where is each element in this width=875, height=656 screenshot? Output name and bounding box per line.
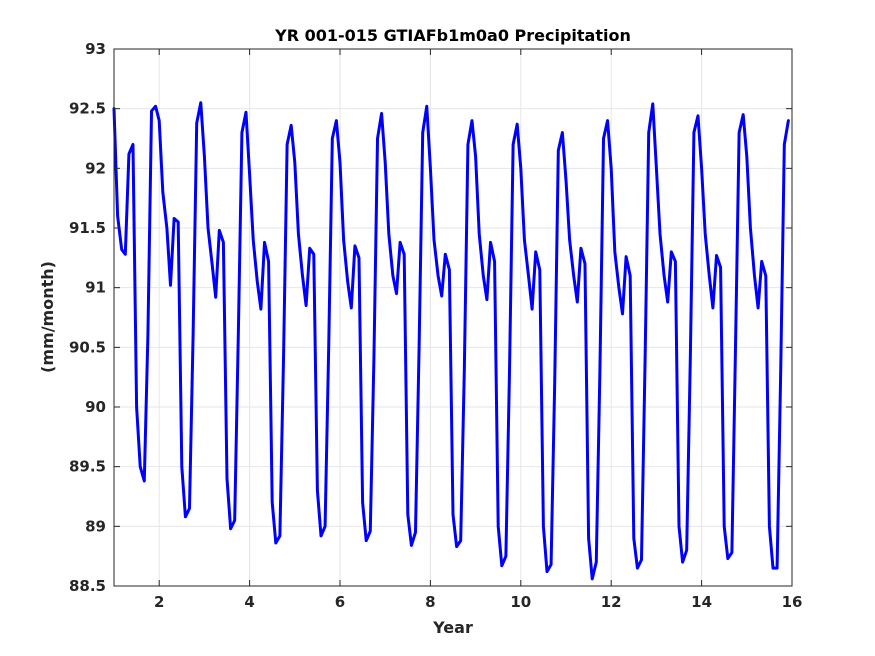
- y-tick-label: 89: [85, 517, 106, 535]
- precipitation-series-line: [112, 101, 790, 581]
- x-tick-label: 12: [601, 593, 622, 611]
- series-layer: [112, 101, 790, 581]
- y-tick-label: 90: [85, 398, 106, 416]
- tick-marks: [114, 48, 793, 587]
- y-tick-labels: 88.5 89 89.5 90 90.5 91 91.5 92 92.5 93: [69, 40, 106, 595]
- x-axis-title: Year: [432, 618, 473, 637]
- x-tick-label: 14: [691, 593, 712, 611]
- x-tick-labels: 2 4 6 8 10 12 14 16: [154, 593, 802, 611]
- x-tick-label: 10: [510, 593, 531, 611]
- y-tick-label: 90.5: [69, 338, 106, 356]
- y-axis-title: (mm/month): [38, 261, 57, 373]
- chart-title: YR 001-015 GTIAFb1m0a0 Precipitation: [274, 26, 631, 45]
- axes-box: [113, 48, 793, 587]
- y-tick-label: 92: [85, 159, 106, 177]
- x-tick-label: 16: [782, 593, 803, 611]
- y-tick-label: 92.5: [69, 100, 106, 118]
- y-tick-label: 88.5: [69, 577, 106, 595]
- x-tick-label: 2: [154, 593, 164, 611]
- y-tick-label: 89.5: [69, 458, 106, 476]
- x-tick-label: 6: [335, 593, 345, 611]
- y-tick-label: 93: [85, 40, 106, 58]
- y-tick-label: 91: [85, 279, 106, 297]
- x-tick-label: 8: [425, 593, 435, 611]
- x-tick-label: 4: [244, 593, 254, 611]
- y-tick-label: 91.5: [69, 219, 106, 237]
